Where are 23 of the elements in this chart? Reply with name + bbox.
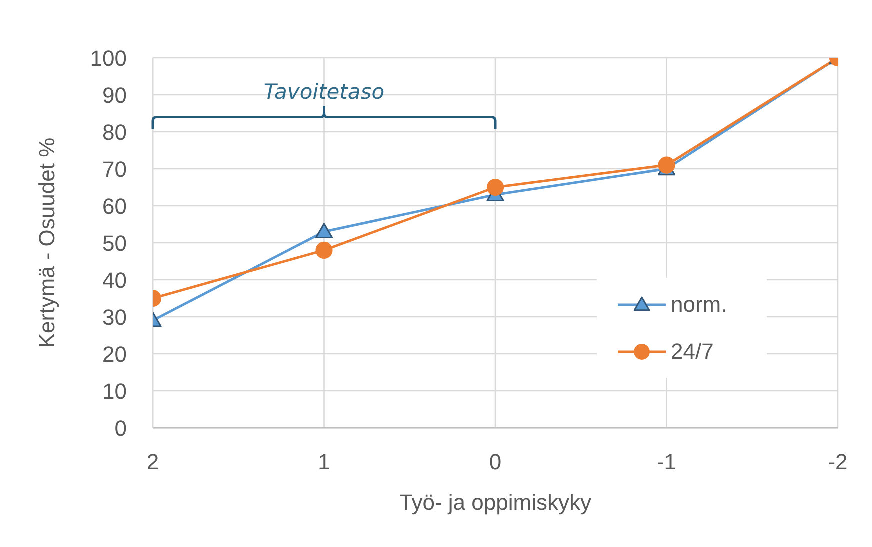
y-tick-label: 10: [102, 378, 127, 404]
x-tick-label: -2: [828, 450, 848, 475]
y-tick-label: 90: [102, 82, 127, 108]
y-tick-label: 0: [114, 416, 127, 441]
point: [658, 156, 676, 174]
y-tick-label: 30: [102, 304, 127, 330]
y-tick-label: 50: [102, 230, 127, 256]
x-tick-label: 1: [318, 450, 330, 475]
y-axis-title: Kertymä - Osuudet %: [34, 138, 60, 348]
y-tick-label: 20: [102, 342, 127, 367]
y-tick-label: 60: [102, 194, 127, 219]
x-tick-label: 2: [146, 450, 160, 475]
x-tick-label: 0: [489, 450, 502, 475]
x-tick-label: -1: [656, 450, 677, 475]
legend-label: 24/7: [671, 338, 714, 364]
annotation: Tavoitetaso: [264, 80, 385, 104]
x-axis-title: Työ- ja oppimiskyky: [400, 490, 592, 515]
legend-label: norm.: [671, 292, 728, 318]
y-tick-label: 40: [102, 268, 127, 293]
y-tick-label: 100: [90, 46, 127, 71]
y-tick-label: 80: [102, 120, 127, 145]
point: [486, 178, 504, 196]
y-tick-label: 70: [102, 156, 127, 182]
